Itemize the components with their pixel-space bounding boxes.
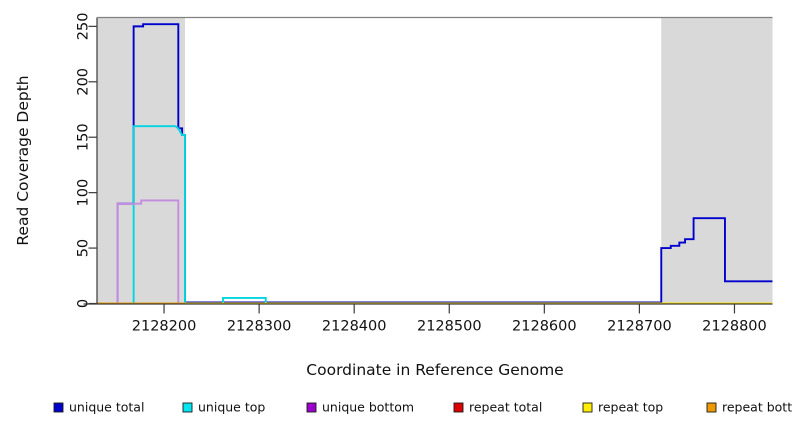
y-tick-label: 250 [76,13,92,41]
series-unique-top [97,125,773,305]
series-unique-bottom [97,199,773,305]
y-tick-label: 50 [76,239,92,257]
legend-label-unique-bottom: unique bottom [322,400,414,415]
legend-swatch-repeat-bottom [706,402,717,413]
x-tick-label: 2128200 [132,319,197,335]
x-tick-label: 2128300 [227,319,292,335]
series-unique-total [97,23,773,305]
legend-swatch-repeat-total [453,402,464,413]
legend-label-repeat-bottom: repeat bottom [722,400,792,415]
y-tick-label: 0 [76,299,92,308]
axis-layer: 0 50 100 150 200 250 2128200 2128300 2128400 2128… [14,13,773,379]
legend-label-repeat-top: repeat top [598,400,663,415]
x-tick-label: 2128600 [512,319,577,335]
y-axis-title: Read Coverage Depth [14,75,32,245]
legend-swatch-unique-bottom [306,402,317,413]
legend-swatch-repeat-top [582,402,593,413]
feature-region-right [661,17,773,304]
y-tick-label: 200 [76,68,92,96]
legend-layer: unique total unique top unique bottom repea… [53,400,792,415]
legend-swatch-unique-top [182,402,193,413]
legend-label-unique-total: unique total [69,400,144,415]
legend-label-unique-top: unique top [198,400,265,415]
y-tick-label: 150 [76,123,92,151]
y-tick-label: 100 [76,179,92,207]
legend-swatch-unique-total [53,402,64,413]
legend-label-repeat-total: repeat total [469,400,542,415]
x-tick-label: 2128500 [417,319,482,335]
x-axis-title: Coordinate in Reference Genome [306,361,563,379]
shaded-regions-layer [97,17,773,304]
feature-region-left [97,17,185,304]
x-tick-label: 2128400 [322,319,387,335]
x-tick-label: 2128800 [702,319,767,335]
x-tick-label: 2128700 [607,319,672,335]
